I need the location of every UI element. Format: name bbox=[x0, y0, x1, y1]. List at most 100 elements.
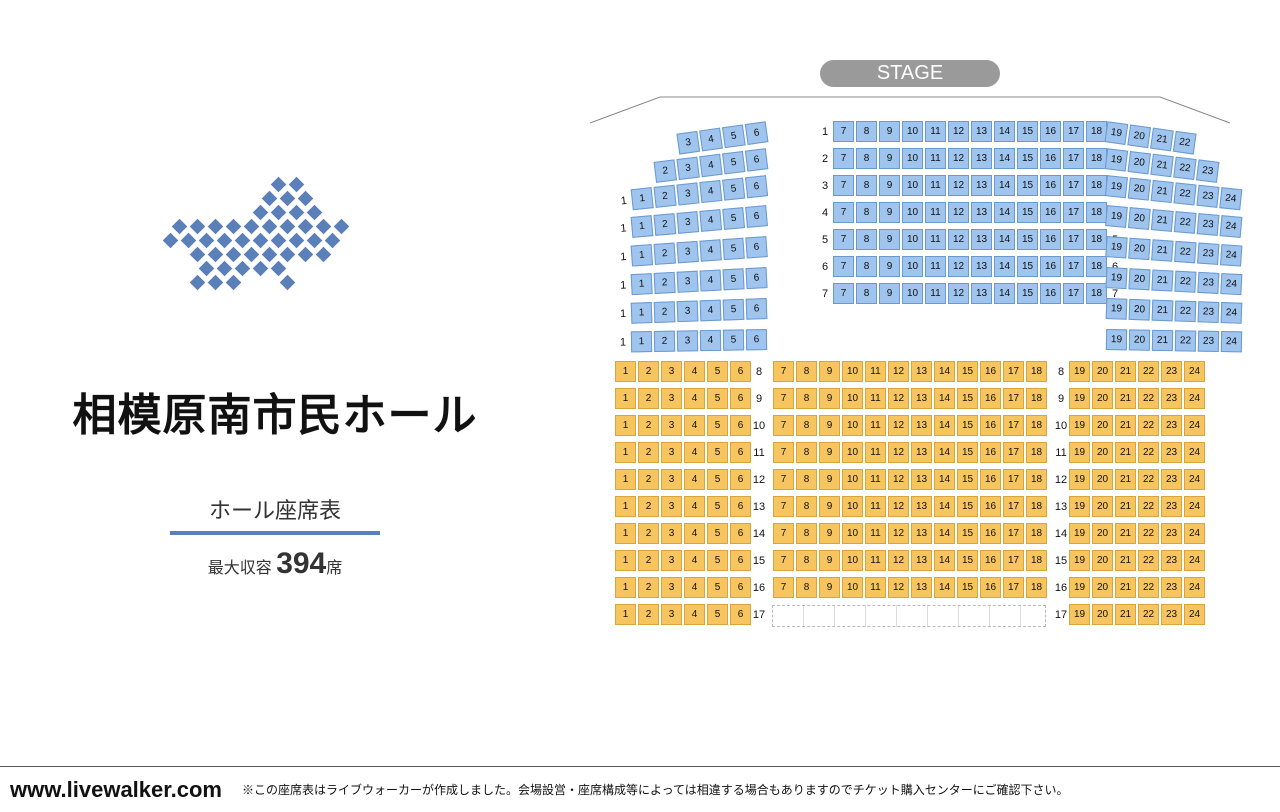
seat[interactable]: 19 bbox=[1069, 415, 1090, 436]
seat[interactable]: 9 bbox=[819, 550, 840, 571]
seat[interactable]: 3 bbox=[676, 157, 699, 180]
seat[interactable]: 17 bbox=[1003, 388, 1024, 409]
seat[interactable]: 12 bbox=[888, 550, 909, 571]
seat[interactable]: 12 bbox=[948, 283, 969, 304]
seat[interactable]: 23 bbox=[1196, 159, 1219, 182]
seat[interactable]: 5 bbox=[707, 496, 728, 517]
seat[interactable]: 22 bbox=[1138, 550, 1159, 571]
seat[interactable]: 2 bbox=[638, 577, 659, 598]
seat[interactable]: 16 bbox=[980, 523, 1001, 544]
seat[interactable]: 17 bbox=[1063, 229, 1084, 250]
seat[interactable]: 8 bbox=[796, 388, 817, 409]
seat[interactable]: 10 bbox=[842, 469, 863, 490]
seat[interactable]: 15 bbox=[957, 577, 978, 598]
seat[interactable]: 18 bbox=[1026, 577, 1047, 598]
seat[interactable]: 1 bbox=[631, 302, 653, 324]
seat[interactable]: 2 bbox=[654, 301, 676, 323]
seat[interactable]: 2 bbox=[638, 604, 659, 625]
seat[interactable]: 12 bbox=[888, 523, 909, 544]
seat[interactable]: 21 bbox=[1115, 577, 1136, 598]
seat[interactable]: 10 bbox=[902, 256, 923, 277]
seat[interactable]: 22 bbox=[1138, 442, 1159, 463]
seat[interactable]: 15 bbox=[1017, 202, 1038, 223]
seat[interactable]: 16 bbox=[980, 442, 1001, 463]
seat[interactable]: 4 bbox=[699, 209, 722, 232]
seat[interactable]: 17 bbox=[1063, 121, 1084, 142]
seat[interactable]: 3 bbox=[676, 211, 699, 234]
seat[interactable]: 20 bbox=[1092, 361, 1113, 382]
seat[interactable]: 13 bbox=[911, 361, 932, 382]
seat[interactable]: 4 bbox=[684, 469, 705, 490]
seat[interactable]: 5 bbox=[723, 299, 745, 321]
seat[interactable]: 11 bbox=[925, 121, 946, 142]
seat[interactable]: 21 bbox=[1115, 604, 1136, 625]
seat[interactable]: 3 bbox=[661, 415, 682, 436]
seat[interactable]: 1 bbox=[615, 388, 636, 409]
seat[interactable]: 5 bbox=[723, 329, 744, 350]
seat[interactable]: 22 bbox=[1173, 157, 1196, 180]
seat[interactable]: 16 bbox=[980, 388, 1001, 409]
seat[interactable]: 1 bbox=[615, 442, 636, 463]
seat[interactable]: 6 bbox=[745, 175, 768, 198]
seat[interactable]: 18 bbox=[1026, 550, 1047, 571]
seat[interactable]: 22 bbox=[1175, 300, 1197, 322]
seat[interactable]: 12 bbox=[888, 442, 909, 463]
seat[interactable]: 13 bbox=[971, 121, 992, 142]
seat[interactable]: 13 bbox=[971, 283, 992, 304]
seat[interactable]: 24 bbox=[1184, 496, 1205, 517]
seat[interactable]: 8 bbox=[796, 496, 817, 517]
seat[interactable]: 12 bbox=[948, 256, 969, 277]
seat[interactable]: 14 bbox=[994, 121, 1015, 142]
seat[interactable]: 19 bbox=[1105, 205, 1128, 228]
seat[interactable]: 4 bbox=[700, 330, 721, 351]
seat[interactable]: 5 bbox=[707, 388, 728, 409]
seat[interactable]: 3 bbox=[661, 442, 682, 463]
seat[interactable]: 22 bbox=[1175, 330, 1196, 351]
seat[interactable]: 16 bbox=[980, 550, 1001, 571]
seat[interactable]: 20 bbox=[1128, 207, 1151, 230]
seat[interactable]: 6 bbox=[730, 388, 751, 409]
seat[interactable]: 7 bbox=[833, 283, 854, 304]
seat[interactable]: 12 bbox=[888, 496, 909, 517]
seat[interactable]: 2 bbox=[638, 361, 659, 382]
seat[interactable]: 17 bbox=[1003, 415, 1024, 436]
seat[interactable]: 11 bbox=[865, 496, 886, 517]
seat[interactable]: 11 bbox=[865, 469, 886, 490]
seat[interactable]: 13 bbox=[911, 415, 932, 436]
seat[interactable]: 1 bbox=[615, 604, 636, 625]
seat[interactable]: 14 bbox=[934, 442, 955, 463]
seat[interactable]: 18 bbox=[1086, 256, 1107, 277]
seat[interactable]: 18 bbox=[1026, 361, 1047, 382]
seat[interactable]: 6 bbox=[746, 298, 768, 320]
seat[interactable]: 5 bbox=[723, 268, 745, 290]
seat[interactable]: 12 bbox=[888, 577, 909, 598]
seat[interactable]: 14 bbox=[994, 202, 1015, 223]
seat[interactable]: 19 bbox=[1069, 361, 1090, 382]
seat[interactable]: 6 bbox=[745, 121, 769, 145]
seat[interactable]: 8 bbox=[856, 202, 877, 223]
seat[interactable]: 2 bbox=[654, 272, 676, 294]
seat[interactable]: 20 bbox=[1092, 496, 1113, 517]
seat[interactable]: 8 bbox=[856, 175, 877, 196]
seat[interactable]: 24 bbox=[1184, 415, 1205, 436]
seat[interactable]: 20 bbox=[1092, 550, 1113, 571]
seat[interactable]: 5 bbox=[722, 124, 746, 148]
seat[interactable]: 3 bbox=[661, 361, 682, 382]
seat[interactable]: 8 bbox=[796, 415, 817, 436]
seat[interactable]: 9 bbox=[819, 442, 840, 463]
seat[interactable]: 22 bbox=[1138, 469, 1159, 490]
seat[interactable]: 6 bbox=[730, 577, 751, 598]
seat[interactable]: 9 bbox=[879, 256, 900, 277]
seat[interactable]: 10 bbox=[842, 388, 863, 409]
seat[interactable]: 11 bbox=[865, 361, 886, 382]
seat[interactable]: 15 bbox=[957, 388, 978, 409]
seat[interactable]: 2 bbox=[638, 496, 659, 517]
seat[interactable]: 13 bbox=[971, 256, 992, 277]
seat[interactable]: 23 bbox=[1196, 185, 1219, 208]
seat[interactable]: 13 bbox=[911, 577, 932, 598]
seat[interactable]: 24 bbox=[1221, 331, 1242, 352]
seat[interactable]: 1 bbox=[615, 523, 636, 544]
seat[interactable]: 14 bbox=[994, 283, 1015, 304]
seat[interactable]: 3 bbox=[676, 182, 699, 205]
seat[interactable]: 3 bbox=[661, 496, 682, 517]
